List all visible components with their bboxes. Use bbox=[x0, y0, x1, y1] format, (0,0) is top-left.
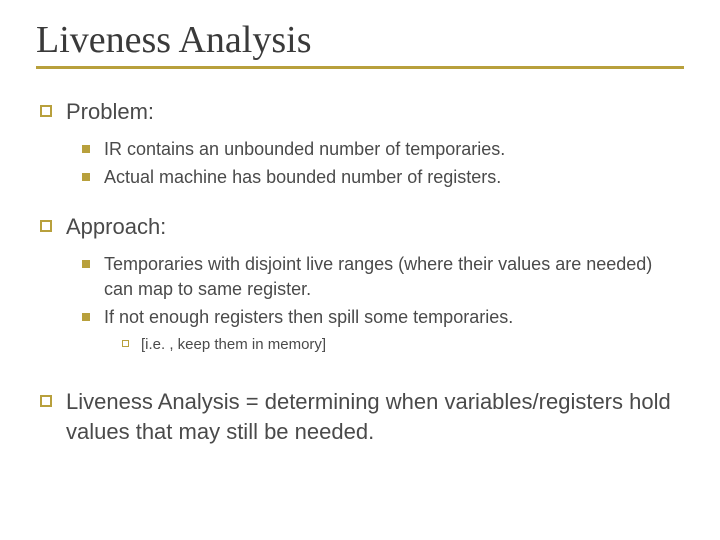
bullet-open-square-icon bbox=[40, 395, 52, 407]
slide-content: Problem: IR contains an unbounded number… bbox=[36, 97, 684, 447]
spacer bbox=[40, 377, 684, 387]
bullet-solid-square-icon bbox=[82, 145, 90, 153]
bullet-open-square-icon bbox=[40, 220, 52, 232]
bullet-text: [i.e. , keep them in memory] bbox=[141, 334, 326, 355]
list-item: [i.e. , keep them in memory] bbox=[122, 334, 684, 355]
sublist: IR contains an unbounded number of tempo… bbox=[82, 137, 684, 190]
summary-text: Liveness Analysis = determining when var… bbox=[66, 387, 684, 446]
list-item: IR contains an unbounded number of tempo… bbox=[82, 137, 684, 162]
list-item: Problem: bbox=[40, 97, 684, 127]
bullet-tiny-square-icon bbox=[122, 340, 129, 347]
list-item: If not enough registers then spill some … bbox=[82, 305, 684, 330]
slide: Liveness Analysis Problem: IR contains a… bbox=[0, 0, 720, 540]
list-item: Approach: bbox=[40, 212, 684, 242]
bullet-open-square-icon bbox=[40, 105, 52, 117]
bullet-text: If not enough registers then spill some … bbox=[104, 305, 513, 330]
list-item: Actual machine has bounded number of reg… bbox=[82, 165, 684, 190]
subsublist: [i.e. , keep them in memory] bbox=[122, 334, 684, 355]
sublist: Temporaries with disjoint live ranges (w… bbox=[82, 252, 684, 356]
bullet-solid-square-icon bbox=[82, 313, 90, 321]
section-problem: Problem: IR contains an unbounded number… bbox=[40, 97, 684, 190]
bullet-text: Actual machine has bounded number of reg… bbox=[104, 165, 501, 190]
list-item: Temporaries with disjoint live ranges (w… bbox=[82, 252, 684, 302]
section-label: Problem: bbox=[66, 97, 154, 127]
bullet-solid-square-icon bbox=[82, 260, 90, 268]
accent-line bbox=[36, 66, 684, 69]
bullet-text: IR contains an unbounded number of tempo… bbox=[104, 137, 505, 162]
section-summary: Liveness Analysis = determining when var… bbox=[40, 387, 684, 446]
bullet-text: Temporaries with disjoint live ranges (w… bbox=[104, 252, 684, 302]
slide-title: Liveness Analysis bbox=[36, 18, 684, 62]
list-item: Liveness Analysis = determining when var… bbox=[40, 387, 684, 446]
bullet-solid-square-icon bbox=[82, 173, 90, 181]
section-approach: Approach: Temporaries with disjoint live… bbox=[40, 212, 684, 355]
section-label: Approach: bbox=[66, 212, 166, 242]
